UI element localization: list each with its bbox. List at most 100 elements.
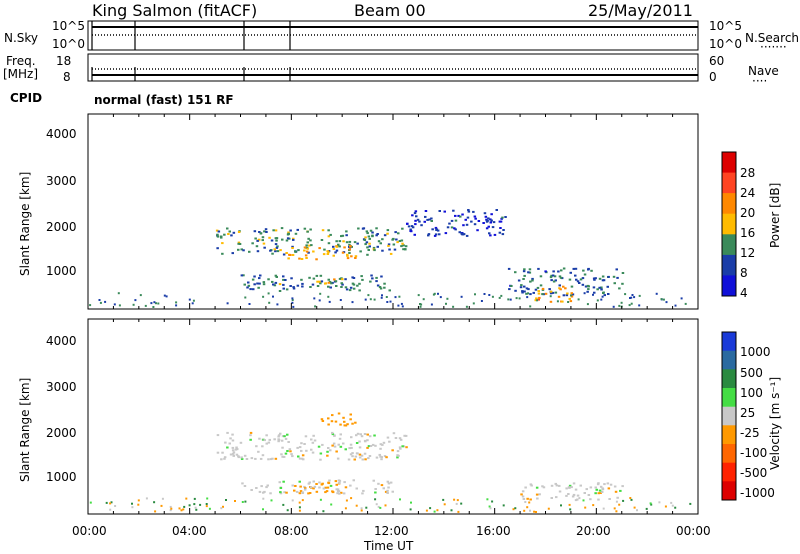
scatter-cell xyxy=(461,213,464,216)
scatter-cell xyxy=(389,252,393,255)
scatter-cell xyxy=(504,216,507,218)
scatter-cell xyxy=(344,448,347,451)
scatter-cell xyxy=(488,505,491,508)
scatter-cell xyxy=(312,487,315,490)
scatter-cell xyxy=(375,276,378,279)
scatter-cell xyxy=(606,482,610,485)
scatter-cell xyxy=(385,456,388,459)
scatter-cell xyxy=(346,253,349,256)
scatter-cell xyxy=(523,285,526,288)
scatter-cell xyxy=(301,282,304,285)
scatter-cell xyxy=(353,458,356,461)
scatter-cell xyxy=(551,274,555,277)
scatter-cell xyxy=(541,287,545,290)
scatter-cell xyxy=(399,498,401,501)
scatter-cell xyxy=(265,231,268,233)
scatter-cell xyxy=(280,227,284,230)
scatter-cell xyxy=(457,214,460,217)
scatter-cell xyxy=(262,242,266,245)
scatter-cell xyxy=(362,489,365,492)
scatter-cell xyxy=(544,292,548,295)
scatter-cell xyxy=(287,257,290,260)
scatter-cell xyxy=(291,247,294,249)
scatter-cell xyxy=(564,287,567,290)
scatter-cell xyxy=(489,507,492,510)
scatter-cell xyxy=(216,233,219,236)
scatter-cell xyxy=(253,230,257,233)
scatter-cell xyxy=(364,243,367,246)
scatter-cell xyxy=(368,455,372,457)
scatter-cell xyxy=(286,509,289,512)
scatter-cell xyxy=(602,292,605,294)
scatter-cell xyxy=(234,448,238,451)
scatter-cell xyxy=(342,442,345,445)
scatter-cell xyxy=(351,276,354,279)
scatter-cell xyxy=(374,498,377,501)
scatter-cell xyxy=(352,287,356,290)
scatter-cell xyxy=(411,214,414,217)
scatter-cell xyxy=(603,483,606,486)
scatter-cell xyxy=(358,289,361,292)
scatter-cell xyxy=(347,458,351,461)
scatter-cell xyxy=(243,485,247,487)
scatter-cell xyxy=(581,283,585,286)
scatter-cell xyxy=(263,230,266,233)
scatter-cell xyxy=(542,486,546,489)
scatter-cell xyxy=(529,483,533,486)
scatter-cell xyxy=(453,498,456,501)
scatter-cell xyxy=(359,433,362,436)
scatter-cell xyxy=(175,304,178,307)
scatter-cell xyxy=(118,304,121,307)
scatter-cell xyxy=(259,457,263,460)
scatter-cell xyxy=(220,236,223,239)
scatter-cell xyxy=(364,236,367,239)
cpid-mode: normal (fast) 151 RF xyxy=(94,93,234,107)
scatter-cell xyxy=(559,276,563,279)
scatter-cell xyxy=(274,243,278,246)
scatter-cell xyxy=(514,271,517,274)
scatter-cell xyxy=(664,505,667,508)
scatter-cell xyxy=(276,245,279,248)
scatter-cell xyxy=(665,301,668,304)
scatter-cell xyxy=(250,457,254,460)
scatter-cell xyxy=(391,449,394,452)
scatter-cell xyxy=(326,486,330,489)
scatter-cell xyxy=(629,297,631,299)
scatter-cell xyxy=(568,486,571,489)
scatter-cell xyxy=(614,490,618,493)
scatter-cell xyxy=(565,494,568,497)
scatter-cell xyxy=(271,457,274,460)
scatter-cell xyxy=(395,238,398,241)
scatter-cell xyxy=(339,445,343,448)
scatter-cell xyxy=(528,501,531,504)
scatter-cell xyxy=(400,239,404,242)
scatter-cell xyxy=(589,486,593,489)
scatter-cell xyxy=(155,302,157,305)
scatter-cell xyxy=(221,451,224,454)
scatter-cell xyxy=(332,245,335,248)
scatter-cell xyxy=(109,502,112,505)
scatter-cell xyxy=(292,305,295,308)
scatter-cell xyxy=(384,504,387,507)
scatter-cell xyxy=(630,302,633,305)
scatter-cell xyxy=(358,453,362,456)
scatter-cell xyxy=(386,229,390,232)
scatter-cell xyxy=(535,511,537,513)
scatter-cell xyxy=(583,292,586,295)
scatter-cell xyxy=(278,290,282,292)
scatter-cell xyxy=(279,249,282,252)
scatter-cell xyxy=(380,296,383,299)
scatter-cell xyxy=(394,296,397,299)
scatter-cell xyxy=(267,441,271,444)
scatter-cell xyxy=(300,449,303,452)
scatter-cell xyxy=(578,497,581,500)
scatter-cell xyxy=(658,501,661,504)
scatter-cell xyxy=(574,274,577,277)
scatter-cell xyxy=(185,497,188,500)
scatter-cell xyxy=(397,454,400,457)
scatter-cell xyxy=(223,457,226,460)
scatter-cell xyxy=(527,271,530,274)
scatter-cell xyxy=(289,450,292,453)
scatter-cell xyxy=(427,234,430,237)
scatter-cell xyxy=(331,431,334,434)
